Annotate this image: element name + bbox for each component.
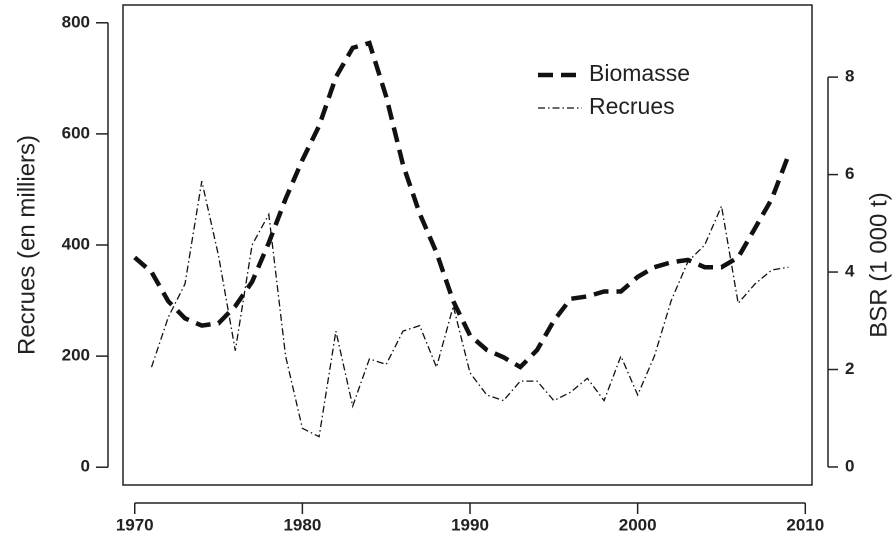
y2-axis-label: BSR (1 000 t) [865,192,892,337]
y2-tick-label: 2 [845,359,854,378]
y2-tick-label: 4 [845,262,855,281]
x-tick-label: 2010 [786,515,824,534]
y-tick-label: 200 [62,346,90,365]
plot-frame [122,4,813,486]
legend-label: Recrues [589,93,675,119]
x-tick-label: 1990 [451,515,489,534]
x-tick-label: 2000 [619,515,657,534]
x-tick-label: 1980 [283,515,321,534]
y-tick-label: 800 [62,12,90,31]
y-axis-label: Recrues (en milliers) [13,135,40,355]
y-tick-label: 400 [62,234,90,253]
series-line [150,180,789,438]
x-tick-label: 1970 [116,515,154,534]
y2-tick-label: 6 [845,164,854,183]
y2-tick-label: 8 [845,67,854,86]
y-tick-label: 600 [62,123,90,142]
y-tick-label: 0 [81,457,90,476]
series-line [133,40,791,370]
legend-label: Biomasse [589,60,690,86]
y2-tick-label: 0 [845,456,854,475]
